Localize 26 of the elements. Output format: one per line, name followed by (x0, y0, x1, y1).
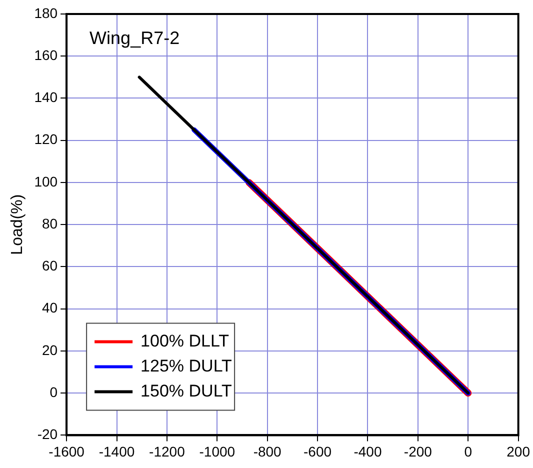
x-tick-label: -1000 (199, 443, 236, 460)
y-tick-label: 120 (34, 131, 58, 148)
y-tick-label: 100 (34, 173, 58, 190)
x-tick-label: -800 (253, 443, 282, 460)
x-tick-label: 0 (464, 443, 472, 460)
y-tick-label: 180 (34, 4, 58, 21)
x-tick-label: -600 (304, 443, 332, 460)
y-tick-label: 160 (34, 46, 58, 63)
x-tick-label: -1200 (149, 443, 186, 460)
y-tick-label: -20 (37, 426, 58, 442)
legend-label: 100% DLLT (140, 331, 230, 350)
y-tick-label: 140 (34, 89, 58, 106)
x-tick-label: -200 (404, 443, 432, 460)
y-tick-label: 60 (42, 258, 58, 274)
text: Wing_R7-2 (90, 28, 180, 48)
y-tick-label: 40 (42, 300, 58, 316)
y-axis-title: Load(%) (9, 194, 26, 255)
legend-label: 125% DULT (140, 356, 232, 376)
x-tick-label: 200 (506, 443, 530, 460)
x-tick-label: -1600 (48, 443, 85, 460)
y-tick-label: 20 (42, 342, 58, 358)
x-tick-label: -400 (354, 443, 382, 460)
legend-label: 150% DULT (140, 381, 232, 400)
y-tick-label: 0 (50, 384, 58, 400)
y-tick-label: 80 (42, 215, 58, 232)
x-tick-label: -1400 (98, 443, 135, 460)
